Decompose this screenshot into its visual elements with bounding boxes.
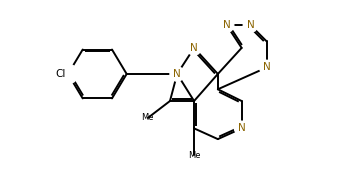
Text: N: N xyxy=(263,62,271,72)
Circle shape xyxy=(260,60,274,75)
Text: N: N xyxy=(238,123,245,133)
Text: N: N xyxy=(190,43,198,53)
Circle shape xyxy=(58,64,78,84)
Text: Me: Me xyxy=(188,151,200,160)
Text: Cl: Cl xyxy=(55,69,66,79)
Circle shape xyxy=(170,67,184,81)
Circle shape xyxy=(187,41,201,55)
Text: N: N xyxy=(223,20,231,30)
Circle shape xyxy=(235,121,249,136)
Text: Me: Me xyxy=(142,113,154,122)
Circle shape xyxy=(243,18,258,32)
Text: N: N xyxy=(246,20,254,30)
Circle shape xyxy=(219,18,234,32)
Text: N: N xyxy=(173,69,181,79)
